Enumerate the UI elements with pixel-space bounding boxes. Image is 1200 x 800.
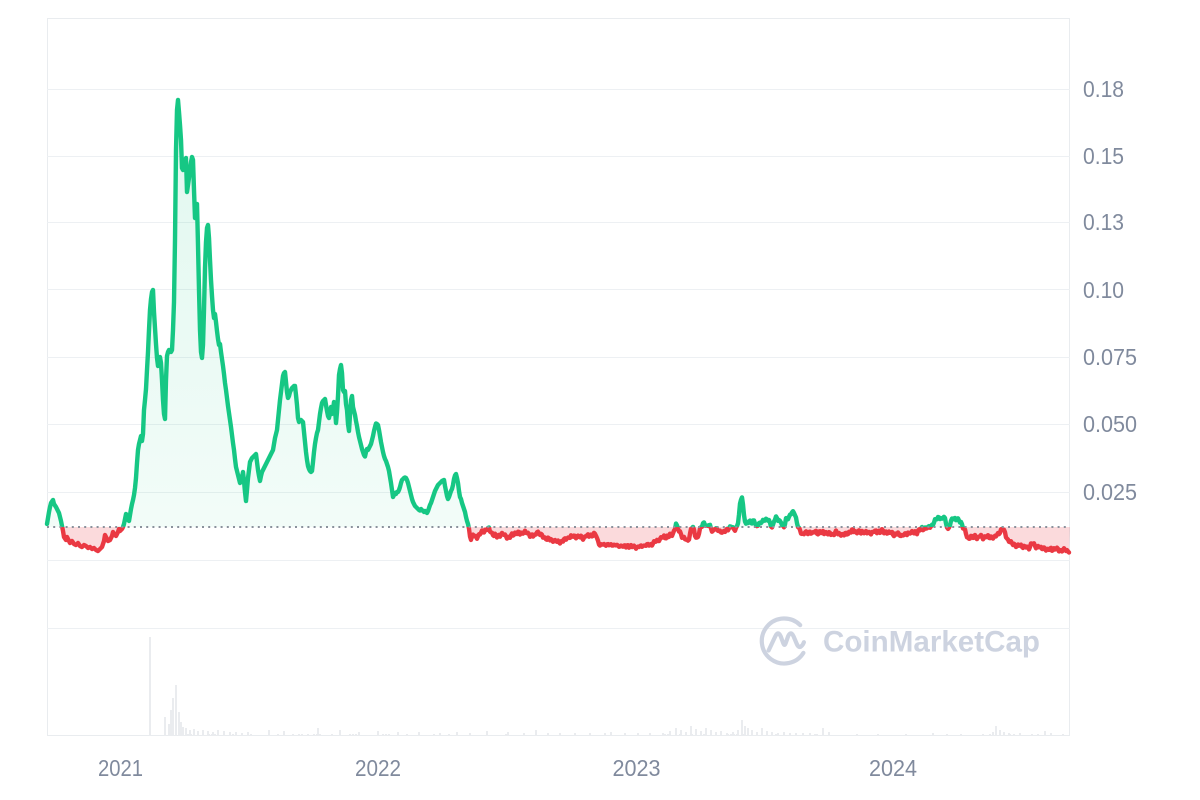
svg-text:0.075: 0.075 (1083, 344, 1137, 370)
svg-text:0.15: 0.15 (1083, 143, 1124, 169)
svg-text:0.18: 0.18 (1083, 76, 1124, 102)
svg-text:2021: 2021 (98, 755, 143, 781)
svg-text:0.13: 0.13 (1083, 209, 1124, 235)
svg-text:0.050: 0.050 (1083, 411, 1137, 437)
svg-text:2024: 2024 (869, 755, 917, 781)
svg-text:2023: 2023 (613, 755, 661, 781)
svg-text:2022: 2022 (355, 755, 401, 781)
svg-text:0.10: 0.10 (1083, 277, 1124, 303)
svg-text:CoinMarketCap: CoinMarketCap (823, 626, 1040, 659)
svg-text:0.025: 0.025 (1083, 479, 1137, 505)
